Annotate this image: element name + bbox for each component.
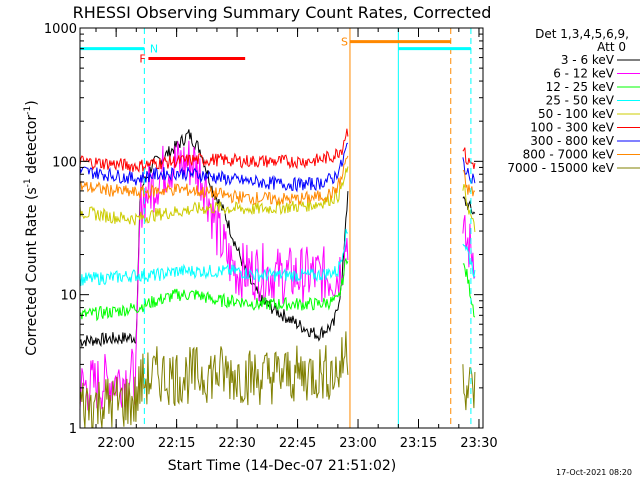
y-axis-label-sup1: -1: [23, 178, 33, 187]
series-line-2: [79, 257, 476, 322]
x-tick-label: 23:15: [400, 436, 437, 451]
legend-entry-6: 300 - 800 keV: [530, 134, 614, 148]
y-axis-label: Corrected Count Rate (s-1 detector-1): [23, 100, 40, 355]
legend-entry-4: 50 - 100 keV: [538, 107, 615, 121]
series-line-8: [79, 331, 476, 429]
footer-date: 17-Oct-2021 08:20: [556, 468, 632, 477]
legend-header-detectors: Det 1,3,4,5,6,9,: [535, 27, 629, 41]
x-axis-label: Start Time (14-Dec-07 21:51:02): [168, 458, 396, 474]
state-bar-label: N: [150, 43, 158, 56]
series-line-4: [79, 166, 476, 233]
y-tick-label: 1000: [44, 22, 77, 37]
x-tick-label: 22:45: [279, 436, 316, 451]
legend-entry-1: 6 - 12 keV: [553, 67, 615, 81]
x-axis: 22:00 22:15 22:30 22:45 23:00 23:15 23:30: [95, 28, 498, 451]
state-bar-label: S: [341, 36, 348, 49]
legend-header-attenuator: Att 0: [597, 40, 626, 54]
chart-title: RHESSI Observing Summary Count Rates, Co…: [73, 3, 492, 22]
series-line-5: [79, 128, 476, 173]
y-tick-label: 10: [60, 289, 77, 304]
x-tick-label: 23:00: [339, 436, 376, 451]
plot-frame: [79, 27, 484, 429]
legend-entry-8: 7000 - 15000 keV: [507, 161, 614, 175]
y-axis-label-mid: detector: [24, 115, 40, 179]
legend-entry-0: 3 - 6 keV: [561, 53, 615, 67]
x-tick-label: 23:30: [460, 436, 497, 451]
y-axis: 1 10 100 1000: [44, 22, 483, 437]
y-tick-label: 1: [69, 422, 77, 437]
y-axis-label-main: Corrected Count Rate (s: [24, 187, 40, 355]
state-bar-label: F: [139, 53, 145, 66]
legend-entry-5: 100 - 300 keV: [530, 121, 614, 135]
plot-area: NF S: [79, 28, 476, 429]
legend-entry-2: 12 - 25 keV: [546, 80, 615, 94]
x-tick-label: 22:15: [158, 436, 195, 451]
series-line-3: [79, 228, 476, 286]
legend-entry-3: 25 - 50 keV: [546, 94, 615, 108]
legend-entry-7: 800 - 7000 keV: [523, 148, 615, 162]
series-line-7: [79, 155, 476, 207]
x-tick-label: 22:00: [97, 436, 134, 451]
y-axis-label-end: ): [24, 100, 40, 105]
y-axis-label-sup2: -1: [23, 106, 33, 115]
x-tick-label: 22:30: [218, 436, 255, 451]
y-tick-label: 100: [52, 155, 77, 170]
